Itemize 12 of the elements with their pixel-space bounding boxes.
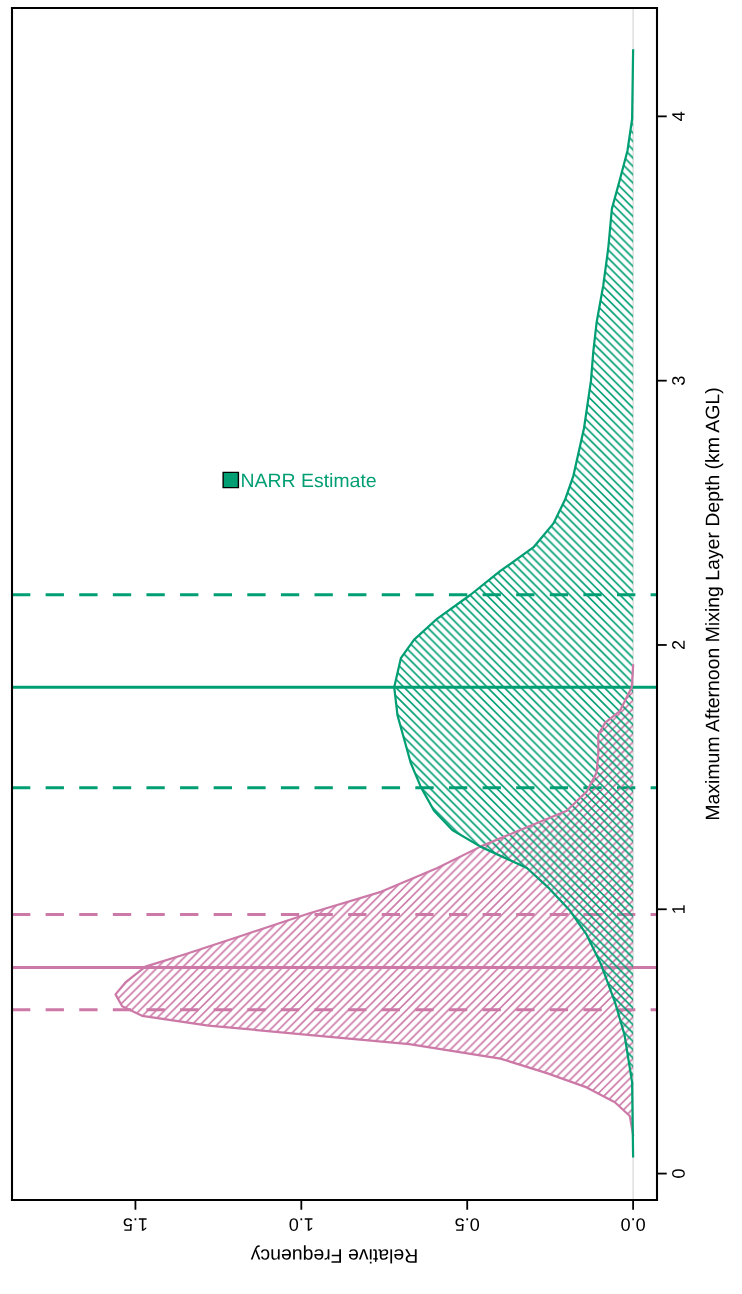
- y-tick-label: 0: [672, 1169, 685, 1178]
- x-tick-label: 1.0: [289, 1218, 313, 1231]
- x-tick-label: 1.5: [123, 1218, 147, 1231]
- x-tick-label: 0.0: [621, 1218, 645, 1231]
- x-axis-title: Relative Frequency: [250, 1245, 417, 1264]
- y-tick-label: 2: [672, 640, 685, 650]
- y-tick-label: 1: [672, 905, 685, 913]
- y-tick-label: 3: [672, 376, 685, 385]
- x-tick-label: 0.5: [455, 1218, 480, 1231]
- y-axis-title: Maximum Afternoon Mixing Layer Depth (km AGL): [705, 388, 724, 820]
- y-tick-label: 4: [672, 111, 685, 121]
- legend-label: NARR Estimate: [242, 473, 376, 488]
